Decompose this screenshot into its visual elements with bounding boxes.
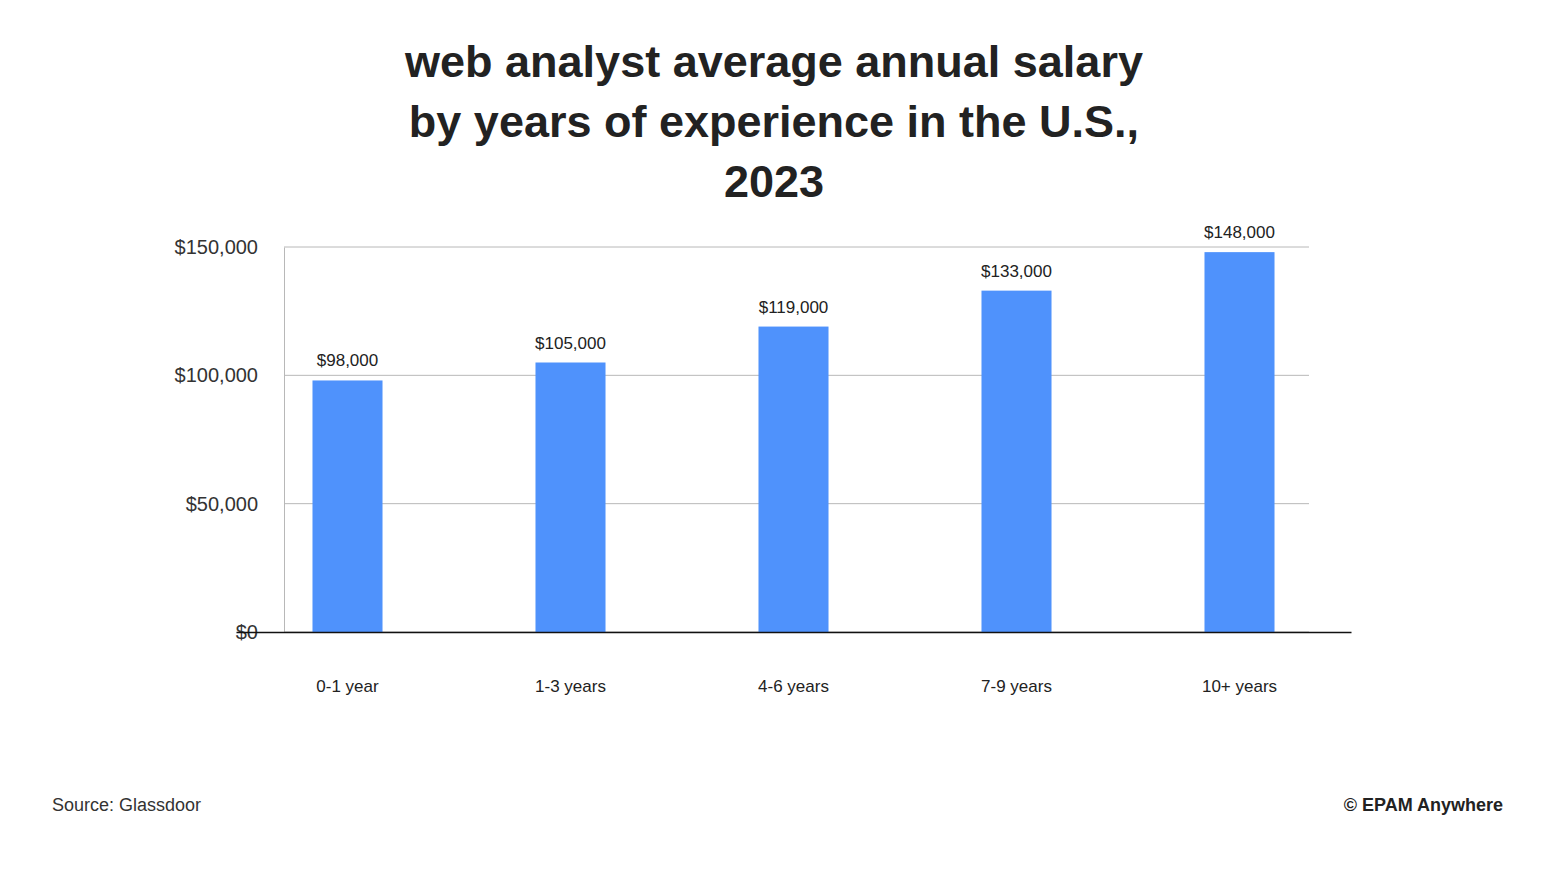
source-note: Source: Glassdoor xyxy=(52,795,201,815)
credit: © EPAM Anywhere xyxy=(1344,795,1503,815)
x-tick-label: 4-6 years xyxy=(758,677,829,696)
title-line: by years of experience in the U.S., xyxy=(409,96,1139,147)
x-tick: 0-1 year xyxy=(316,632,379,696)
data-label: $105,000 xyxy=(535,334,606,353)
x-tick-label: 10+ years xyxy=(1202,677,1277,696)
title: web analyst average annual salary by year… xyxy=(404,36,1143,207)
y-axis: $0$50,000$100,000$150,000 xyxy=(175,236,285,643)
y-axis-line xyxy=(284,248,285,633)
y-tick: $150,000 xyxy=(175,236,284,258)
title-line: web analyst average annual salary xyxy=(404,36,1143,87)
data-label: $119,000 xyxy=(759,298,829,317)
x-tick: 7-9 years xyxy=(981,632,1052,696)
bar xyxy=(758,327,828,632)
y-tick: $100,000 xyxy=(175,364,284,386)
bar xyxy=(312,380,382,632)
x-axis-line xyxy=(237,632,1352,634)
x-tick-label: 7-9 years xyxy=(981,677,1052,696)
data-labels: $98,000 $105,000 $119,000 $133,000 $148,000 xyxy=(317,223,1275,370)
title-line: 2023 xyxy=(724,156,824,207)
grid xyxy=(284,247,1309,632)
bars xyxy=(312,252,1274,632)
x-tick-label: 1-3 years xyxy=(535,677,606,696)
y-tick: $50,000 xyxy=(186,493,284,515)
x-tick: 1-3 years xyxy=(535,632,606,696)
y-tick-label: $100,000 xyxy=(175,364,258,386)
y-tick-label: $150,000 xyxy=(175,236,258,258)
data-label: $98,000 xyxy=(317,351,378,370)
bar xyxy=(535,363,605,633)
data-label: $148,000 xyxy=(1204,223,1275,242)
grid-line xyxy=(284,247,1309,248)
bar xyxy=(1204,252,1274,632)
y-tick-label: $50,000 xyxy=(186,493,258,515)
x-tick-label: 0-1 year xyxy=(316,677,379,696)
x-tick: 10+ years xyxy=(1202,632,1277,696)
data-label: $133,000 xyxy=(981,262,1052,281)
x-axis: 0-1 year 1-3 years 4-6 years 7-9 years 10+ y… xyxy=(237,632,1352,696)
bar xyxy=(981,291,1051,632)
x-tick: 4-6 years xyxy=(758,632,829,696)
chart: web analyst average annual salary by year… xyxy=(0,0,1550,876)
